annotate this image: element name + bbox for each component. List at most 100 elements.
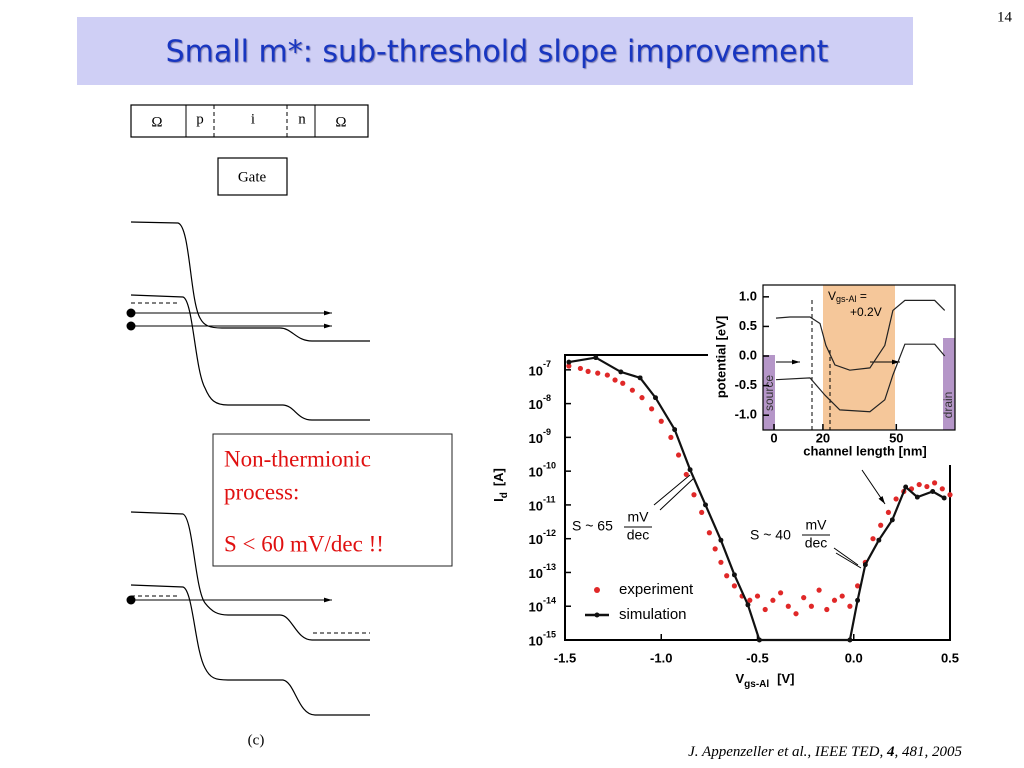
- data-point: [924, 483, 930, 490]
- data-point: [778, 590, 784, 596]
- bias-value: +0.2V: [850, 305, 882, 319]
- x-label-sub: gs-Al: [744, 679, 769, 690]
- region-label: Ω: [335, 114, 346, 130]
- y-tick-exponent: -15: [543, 629, 556, 639]
- y-tick-label: 10: [529, 633, 543, 648]
- data-point: [870, 536, 876, 542]
- legend-marker: [594, 587, 600, 593]
- data-point: [595, 370, 601, 376]
- data-point: [712, 546, 718, 552]
- title-box: [77, 17, 913, 85]
- x-tick-label: -1.0: [650, 650, 672, 665]
- y-tick-label: 10: [529, 566, 543, 581]
- y-tick-exponent: -10: [543, 461, 556, 471]
- y-tick-label: 10: [529, 600, 543, 615]
- slope-unit: mV: [806, 517, 828, 533]
- citation: J. Appenzeller et al., IEEE TED, 4, 481,…: [688, 744, 962, 760]
- x-axis-label: Vgs-Al [V]: [735, 671, 794, 689]
- y-axis-label: Id [A]: [491, 468, 509, 502]
- data-point: [585, 368, 591, 374]
- slope-annotation: S ~ 65: [572, 518, 613, 534]
- y-tick-label: 10: [529, 397, 543, 412]
- y-tick-exponent: -7: [543, 359, 551, 369]
- y-tick-label: 0.5: [739, 318, 757, 333]
- slope-unit: mV: [628, 509, 650, 525]
- gate-label: Gate: [238, 169, 267, 185]
- data-point: [691, 492, 697, 498]
- citation-volume: 4: [886, 744, 895, 760]
- y-tick-exponent: -13: [543, 562, 556, 572]
- citation-text: , 481, 2005: [895, 744, 963, 760]
- data-point: [731, 583, 738, 589]
- bias-sub: gs-Al: [836, 294, 857, 304]
- data-point: [839, 593, 845, 599]
- x-label-part: [V]: [777, 671, 794, 686]
- data-point: [816, 587, 822, 593]
- bias-annotation: Vgs-Al =: [828, 289, 867, 304]
- slope-unit: dec: [627, 527, 650, 543]
- data-point: [754, 593, 761, 599]
- data-point: [770, 597, 776, 603]
- y-tick-exponent: -8: [543, 393, 551, 403]
- data-point: [801, 595, 807, 601]
- data-point: [793, 611, 799, 617]
- y-label-part: [A]: [491, 468, 506, 486]
- y-tick-exponent: -12: [543, 528, 556, 538]
- x-tick-label: 50: [889, 430, 903, 445]
- data-point: [566, 363, 572, 369]
- x-tick-label: -1.5: [554, 650, 576, 665]
- data-point: [604, 372, 610, 378]
- x-tick-label: 20: [816, 430, 830, 445]
- data-point: [668, 434, 674, 440]
- y-tick-exponent: -14: [543, 596, 556, 606]
- data-point: [639, 395, 645, 401]
- region-label: Ω: [151, 114, 162, 130]
- data-point: [808, 603, 815, 609]
- y-tick-label: 10: [529, 532, 543, 547]
- slide-title: Small m*: sub-threshold slope improvemen…: [166, 35, 829, 70]
- data-point: [675, 452, 682, 458]
- y-tick-exponent: -11: [543, 494, 556, 504]
- region-label: drain: [941, 392, 955, 419]
- data-point: [683, 471, 689, 478]
- y-tick-exponent: -9: [543, 427, 551, 437]
- y-tick-label: 1.0: [739, 288, 757, 303]
- data-point: [916, 481, 922, 488]
- x-tick-label: 0.5: [941, 650, 959, 665]
- region-label: i: [251, 111, 255, 127]
- data-point: [724, 573, 730, 579]
- data-line: [775, 343, 946, 413]
- x-axis-label: channel length [nm]: [803, 443, 927, 458]
- slope-unit: dec: [805, 535, 828, 551]
- callout-box: [212, 433, 453, 567]
- page-number: 14: [997, 9, 1013, 25]
- data-point: [658, 418, 664, 424]
- x-tick-label: 0: [770, 430, 777, 445]
- data-point: [824, 606, 830, 613]
- legend-label: simulation: [619, 606, 687, 623]
- data-point: [878, 522, 884, 528]
- main-chart: Id[A] Vgs-Al [V] S ~ 65 mV dec S ~ 40 mV …: [491, 354, 959, 690]
- y-tick-label: 10: [529, 498, 543, 513]
- data-point: [629, 387, 635, 393]
- device-diagram: Ω p i n Ω Gate: [130, 104, 369, 196]
- callout-condition: S < 60 mV/dec !!: [224, 531, 384, 556]
- legend-label: experiment: [619, 581, 694, 598]
- figure-label: (c): [248, 732, 265, 748]
- data-point: [706, 530, 712, 536]
- data-point: [612, 377, 618, 383]
- y-label-sub: d: [499, 492, 510, 498]
- data-point: [577, 365, 584, 372]
- y-tick-label: -1.0: [735, 407, 757, 422]
- slope-annotation: S ~ 40: [750, 527, 791, 543]
- data-point: [939, 486, 945, 492]
- y-tick-label: 10: [529, 431, 543, 446]
- data-point: [699, 509, 705, 516]
- data-point: [831, 597, 838, 603]
- data-point: [893, 496, 899, 502]
- data-line: [775, 299, 946, 371]
- data-point: [847, 603, 853, 609]
- callout-text: process:: [224, 479, 299, 504]
- y-label-part: I: [491, 498, 506, 502]
